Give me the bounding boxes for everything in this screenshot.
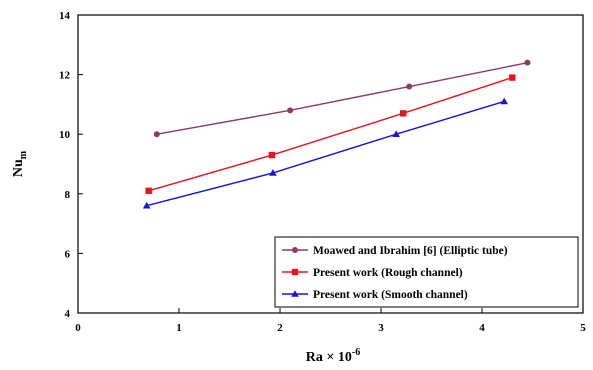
x-axis-title-main: Ra × 10 — [306, 350, 352, 365]
x-tick-label: 3 — [378, 322, 384, 334]
x-axis-title: Ra × 10-6 — [306, 347, 360, 365]
x-axis-ticks: 0 1 2 3 4 5 — [75, 308, 586, 334]
x-axis-title-exp: -6 — [352, 347, 360, 358]
legend-label: Present work (Smooth channel) — [313, 289, 468, 301]
data-point — [269, 169, 277, 176]
series-1 — [153, 59, 531, 138]
data-point — [524, 59, 531, 66]
data-point — [145, 187, 152, 195]
legend-box — [274, 236, 579, 308]
data-point — [392, 130, 400, 137]
legend-swatch-marker — [291, 268, 299, 276]
series-line — [156, 61, 528, 135]
data-point — [509, 74, 516, 81]
legend-item: Moawed and Ibrahim [6] (Elliptic tube) — [282, 245, 508, 257]
y-tick-label: 12 — [59, 70, 71, 82]
y-tick-label: 10 — [59, 129, 71, 141]
x-tick-label: 1 — [176, 322, 182, 334]
y-tick-label: 4 — [65, 308, 71, 320]
x-tick-label: 0 — [75, 322, 81, 334]
y-axis-ticks: 4 6 8 10 12 14 — [59, 10, 83, 320]
data-point — [287, 107, 294, 114]
legend-item: Present work (Rough channel) — [282, 267, 463, 279]
data-point — [142, 201, 151, 209]
data-point — [268, 151, 276, 159]
legend-label: Present work (Rough channel) — [313, 267, 463, 279]
series-3 — [142, 97, 509, 209]
y-axis-title-main: Nu — [11, 159, 26, 177]
legend-label: Moawed and Ibrahim [6] (Elliptic tube) — [313, 245, 508, 257]
data-point — [406, 83, 413, 90]
x-tick-label: 4 — [479, 322, 485, 334]
series-2 — [145, 74, 516, 195]
data-point — [153, 131, 160, 138]
legend-swatch-marker — [292, 247, 298, 253]
y-tick-label: 14 — [59, 10, 71, 22]
y-axis-title-sub: m — [18, 150, 29, 159]
series-layer — [142, 59, 531, 209]
x-tick-label: 5 — [580, 322, 586, 334]
y-axis-title: Num — [11, 150, 29, 177]
data-point — [500, 97, 509, 105]
series-line — [148, 76, 513, 192]
legend-swatch-marker — [291, 290, 299, 297]
data-point — [400, 110, 407, 117]
y-tick-label: 6 — [65, 248, 71, 260]
y-tick-label: 8 — [65, 189, 71, 201]
series-line — [146, 100, 505, 207]
legend-item: Present work (Smooth channel) — [282, 289, 468, 301]
legend-items: Moawed and Ibrahim [6] (Elliptic tube) Pr… — [282, 245, 508, 301]
x-tick-label: 2 — [277, 322, 283, 334]
legend: Moawed and Ibrahim [6] (Elliptic tube) Pr… — [274, 236, 579, 308]
